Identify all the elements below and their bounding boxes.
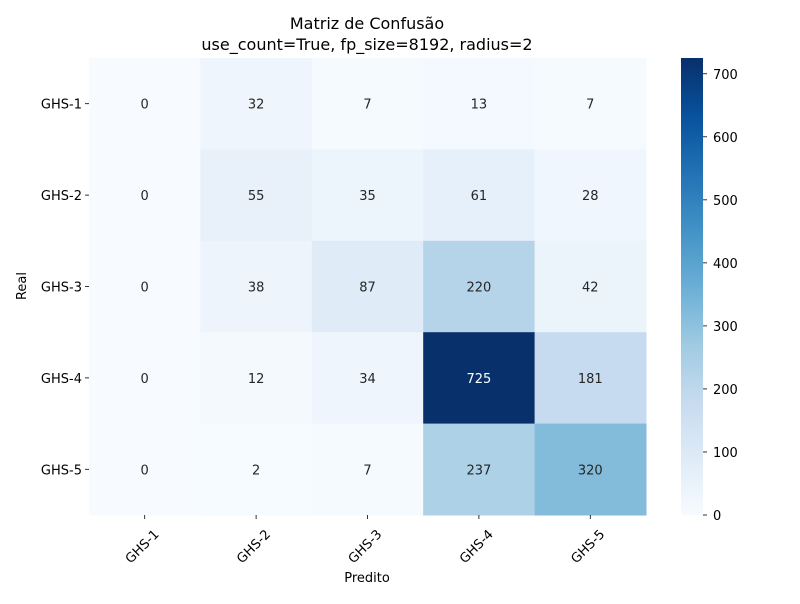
heatmap-cell — [200, 423, 313, 516]
cell-value-label: 0 — [141, 189, 149, 204]
colorbar-tick-label: 600 — [713, 131, 738, 146]
cell-value-label: 0 — [141, 372, 149, 387]
colorbar-tick-label: 200 — [713, 383, 738, 398]
cell-value-label: 320 — [578, 463, 603, 478]
colorbar-tick-label: 700 — [713, 68, 738, 83]
y-axis-ticks: GHS-1 GHS-2 GHS-3 GHS-4 GHS-5 — [41, 98, 89, 478]
x-tick-label: GHS-3 — [346, 527, 386, 567]
cell-value-label: 28 — [582, 189, 599, 204]
heatmap-cell — [534, 332, 647, 425]
cell-value-label: 237 — [466, 463, 491, 478]
chart-title: Matriz de Confusão — [290, 14, 444, 33]
cell-value-label: 181 — [578, 372, 603, 387]
y-tick-label: GHS-5 — [41, 463, 82, 478]
heatmap-cell — [423, 58, 536, 150]
heatmap-cell-labels: 0 32 7 13 7 0 55 35 61 28 0 38 87 220 42 0 12 34 725 181 0 2 7… — [141, 98, 603, 479]
heatmap-cell — [423, 423, 536, 516]
cell-value-label: 7 — [586, 98, 594, 113]
heatmap-cell — [89, 423, 201, 516]
cell-value-label: 0 — [141, 463, 149, 478]
heatmap-cell — [311, 58, 424, 150]
heatmap-cell — [200, 332, 313, 425]
cell-value-label: 38 — [248, 281, 265, 296]
chart-subtitle: use_count=True, fp_size=8192, radius=2 — [201, 35, 532, 55]
cell-value-label: 55 — [248, 189, 265, 204]
heatmap-cell — [89, 332, 201, 425]
heatmap-cell — [534, 423, 647, 516]
y-tick-label: GHS-1 — [41, 98, 82, 113]
heatmap-cell — [200, 240, 313, 333]
heatmap-cell — [311, 332, 424, 425]
cell-value-label: 35 — [359, 189, 376, 204]
x-tick-label: GHS-1 — [123, 527, 163, 567]
heatmap-cell — [311, 149, 424, 242]
heatmap-cell — [534, 149, 647, 242]
x-axis-ticks: GHS-1 GHS-2 GHS-3 GHS-4 GHS-5 — [123, 515, 608, 567]
colorbar-tick-label: 500 — [713, 194, 738, 209]
x-tick-label: GHS-5 — [568, 527, 608, 567]
cell-value-label: 32 — [248, 98, 265, 113]
cell-value-label: 12 — [248, 372, 265, 387]
cell-value-label: 42 — [582, 281, 599, 296]
heatmap-cell — [89, 240, 201, 333]
heatmap-cell — [311, 423, 424, 516]
heatmap-cell — [423, 332, 536, 425]
colorbar-ticks: 0 100 200 300 400 500 600 700 — [703, 68, 738, 524]
heatmap-cell — [89, 149, 201, 242]
cell-value-label: 7 — [363, 98, 371, 113]
colorbar-tick-label: 100 — [713, 446, 738, 461]
heatmap-cell — [89, 58, 201, 150]
heatmap-cells — [89, 58, 647, 516]
colorbar — [681, 58, 703, 515]
cell-value-label: 2 — [252, 463, 260, 478]
cell-value-label: 0 — [141, 281, 149, 296]
heatmap-cell — [534, 58, 647, 150]
y-tick-label: GHS-3 — [41, 281, 82, 296]
colorbar-tick-label: 300 — [713, 320, 738, 335]
heatmap-cell — [200, 149, 313, 242]
heatmap-cell — [311, 240, 424, 333]
cell-value-label: 61 — [471, 189, 488, 204]
x-axis-label: Predito — [344, 571, 390, 586]
heatmap-cell — [423, 240, 536, 333]
cell-value-label: 87 — [359, 281, 376, 296]
heatmap-cell — [534, 240, 647, 333]
cell-value-label: 725 — [466, 372, 491, 387]
x-tick-label: GHS-2 — [234, 527, 274, 567]
y-tick-label: GHS-2 — [41, 189, 82, 204]
y-tick-label: GHS-4 — [41, 372, 82, 387]
cell-value-label: 7 — [363, 463, 371, 478]
cell-value-label: 34 — [359, 372, 376, 387]
y-axis-label: Real — [15, 272, 30, 300]
heatmap-cell — [423, 149, 536, 242]
colorbar-tick-label: 400 — [713, 257, 738, 272]
colorbar-tick-label: 0 — [713, 509, 721, 524]
heatmap-cell — [200, 58, 313, 150]
cell-value-label: 13 — [471, 98, 488, 113]
x-tick-label: GHS-4 — [457, 527, 497, 567]
cell-value-label: 220 — [466, 281, 491, 296]
cell-value-label: 0 — [141, 98, 149, 113]
